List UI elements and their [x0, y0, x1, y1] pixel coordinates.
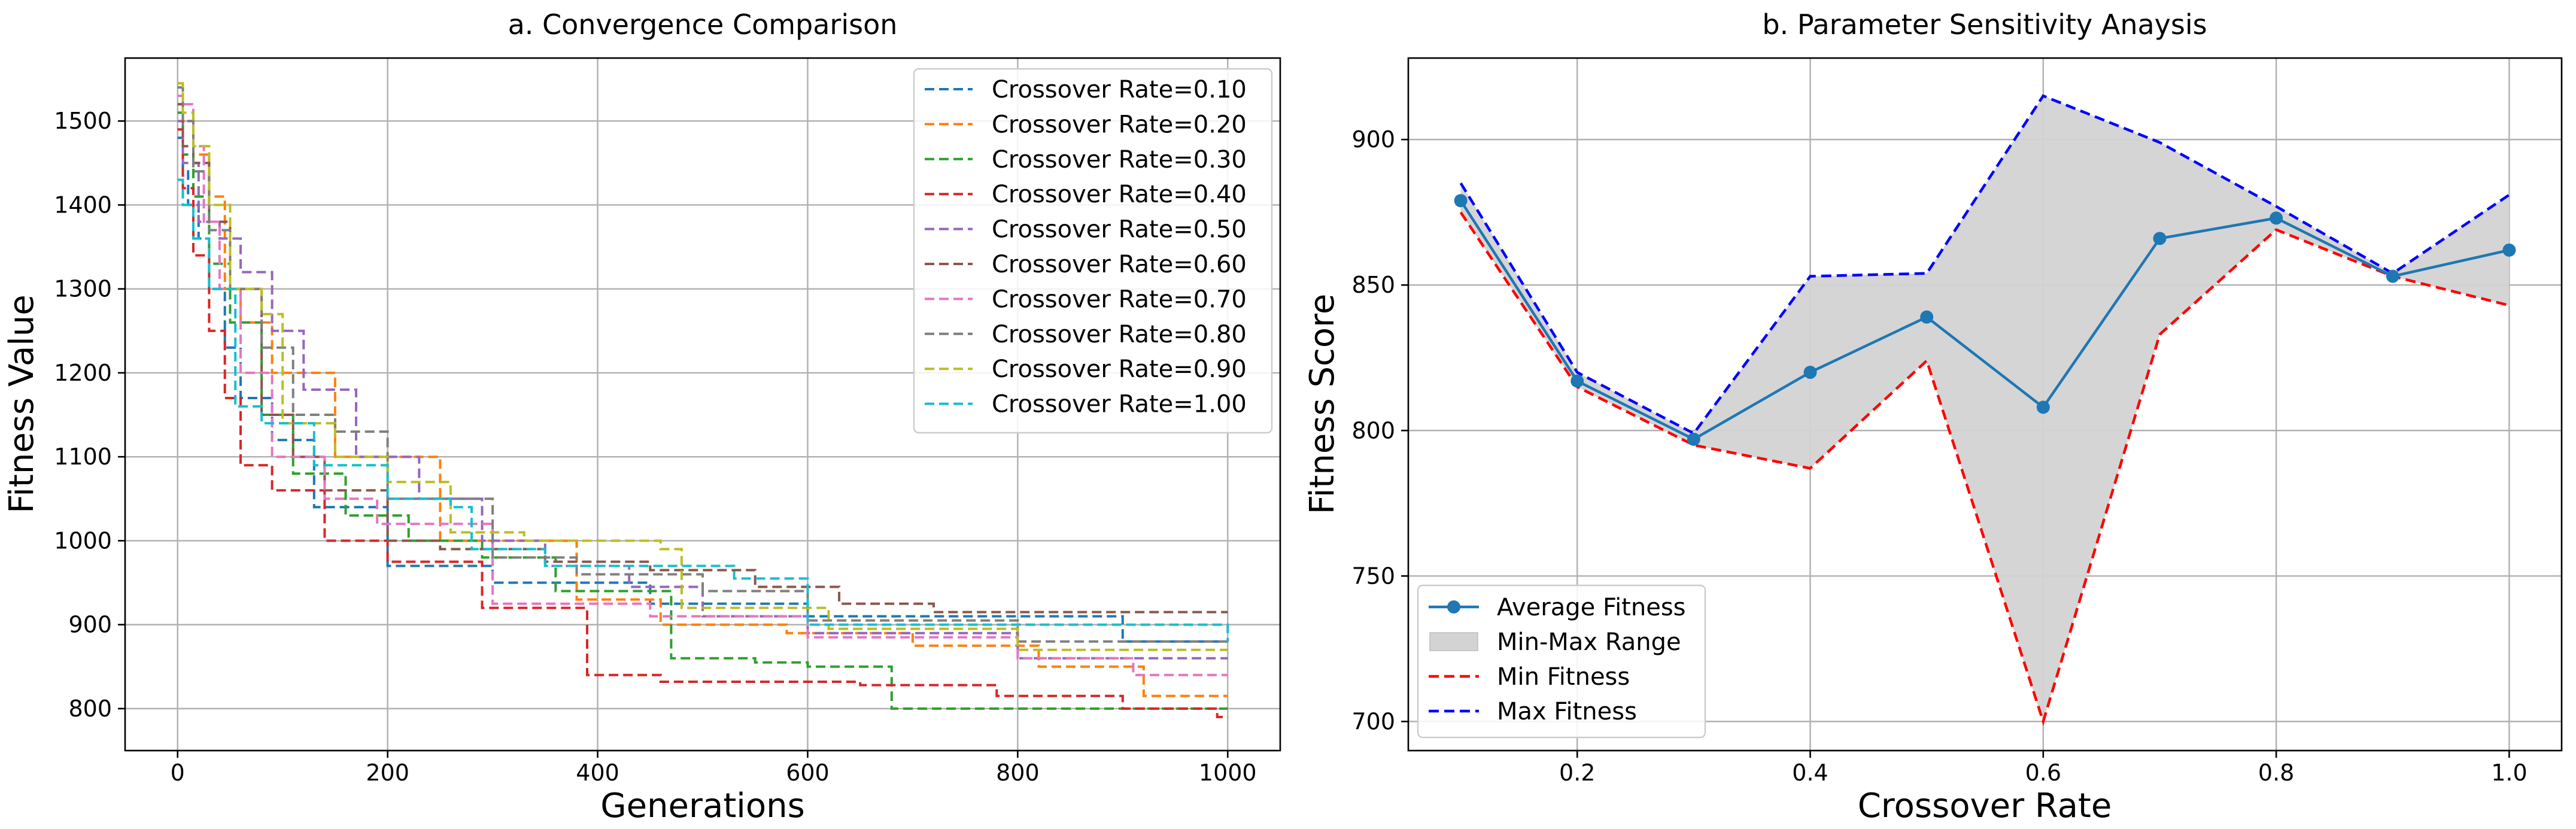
y-tick-label: 850 — [1351, 272, 1395, 298]
legend-label: Crossover Rate=0.20 — [992, 111, 1247, 138]
sensitivity-axes-frame — [1407, 57, 2563, 752]
sensitivity-panel: 0.2 0.4 0.6 0.8 1.0 700 750 800 850 900 b. Parame… — [1303, 8, 2563, 825]
legend-label: Crossover Rate=0.40 — [992, 181, 1247, 208]
y-tick-label: 1000 — [54, 527, 112, 554]
average-fitness-point — [1803, 366, 1817, 379]
sensitivity-ylabel: Fitness Score — [1303, 294, 1342, 515]
x-tick-label: 200 — [366, 760, 409, 786]
y-tick-label: 1500 — [54, 108, 112, 134]
x-tick-label: 0.4 — [1792, 760, 1828, 786]
average-fitness-point — [2502, 243, 2516, 257]
legend-marker — [1447, 600, 1460, 614]
convergence-axes-frame — [124, 57, 1281, 752]
legend-label: Min-Max Range — [1497, 628, 1681, 656]
convergence-ylabel: Fitness Value — [2, 294, 41, 514]
y-tick-label: 900 — [68, 612, 112, 638]
average-fitness-point — [1570, 374, 1584, 388]
legend-box — [913, 68, 1273, 434]
min-max-range-area — [1460, 96, 2510, 722]
x-tick-label: 800 — [996, 760, 1040, 786]
convergence-ticks: 0 200 400 600 800 1000 800 900 1000 1100 1200 1300 1… — [54, 108, 1256, 786]
x-tick-label: 1000 — [1199, 760, 1257, 786]
x-tick-label: 0.6 — [2025, 760, 2061, 786]
max-fitness-line — [1459, 94, 2510, 435]
y-tick-label: 1100 — [54, 444, 112, 470]
legend-swatch — [1429, 632, 1478, 651]
series-line-9 — [177, 82, 1228, 651]
average-fitness-line — [1459, 199, 2510, 441]
average-fitness-point — [2036, 400, 2050, 414]
series-line-4 — [177, 128, 1228, 718]
convergence-series — [177, 82, 1229, 718]
legend-label: Crossover Rate=0.90 — [992, 356, 1247, 383]
min-fitness-line — [1459, 211, 2510, 726]
x-tick-label: 0 — [171, 760, 185, 786]
x-tick-label: 600 — [786, 760, 830, 786]
convergence-title: a. Convergence Comparison — [508, 8, 898, 41]
legend-label: Crossover Rate=0.10 — [992, 76, 1247, 104]
average-fitness-point — [2386, 269, 2399, 283]
legend-label: Average Fitness — [1497, 594, 1686, 621]
legend-label: Max Fitness — [1497, 698, 1637, 725]
legend-label: Crossover Rate=0.60 — [992, 251, 1247, 278]
sensitivity-ticks: 0.2 0.4 0.6 0.8 1.0 700 750 800 850 900 — [1351, 126, 2527, 786]
sensitivity-title: b. Parameter Sensitivity Anaysis — [1762, 8, 2207, 41]
average-fitness-point — [1920, 310, 1934, 324]
sensitivity-legend: Average Fitness Min-Max Range Min Fitness M… — [1417, 584, 1706, 739]
series-line-10 — [177, 178, 1229, 642]
average-fitness-point — [1687, 432, 1700, 446]
legend-label: Crossover Rate=0.30 — [992, 146, 1247, 174]
x-tick-label: 0.8 — [2258, 760, 2294, 786]
convergence-xlabel: Generations — [600, 787, 805, 825]
convergence-legend: Crossover Rate=0.10 Crossover Rate=0.20 Cr… — [913, 68, 1273, 434]
x-tick-label: 0.2 — [1559, 760, 1595, 786]
legend-label: Crossover Rate=0.70 — [992, 286, 1247, 313]
average-fitness-point — [1454, 194, 1468, 208]
convergence-panel: 0 200 400 600 800 1000 800 900 1000 1100 1200 1300 1… — [2, 8, 1281, 825]
sensitivity-grid — [1408, 58, 2562, 751]
sensitivity-series — [1454, 94, 2516, 726]
average-fitness-point — [2153, 232, 2167, 245]
y-tick-label: 800 — [68, 696, 112, 722]
y-tick-label: 700 — [1351, 708, 1395, 734]
x-tick-label: 1.0 — [2491, 760, 2527, 786]
legend-label: Min Fitness — [1497, 663, 1630, 691]
y-tick-label: 1300 — [54, 276, 112, 302]
y-tick-label: 800 — [1351, 417, 1395, 444]
legend-box — [1417, 584, 1706, 739]
y-tick-label: 1200 — [54, 360, 112, 386]
y-tick-label: 1400 — [54, 192, 112, 218]
legend-label: Crossover Rate=1.00 — [992, 391, 1247, 418]
legend-label: Crossover Rate=0.80 — [992, 321, 1247, 348]
average-fitness-point — [2270, 211, 2283, 225]
sensitivity-xlabel: Crossover Rate — [1858, 787, 2112, 825]
y-tick-label: 900 — [1351, 126, 1395, 153]
legend-label: Crossover Rate=0.50 — [992, 216, 1247, 244]
series-line-3 — [177, 111, 1228, 710]
y-tick-label: 750 — [1351, 563, 1395, 589]
x-tick-label: 400 — [576, 760, 619, 786]
series-line-6 — [177, 103, 1228, 614]
